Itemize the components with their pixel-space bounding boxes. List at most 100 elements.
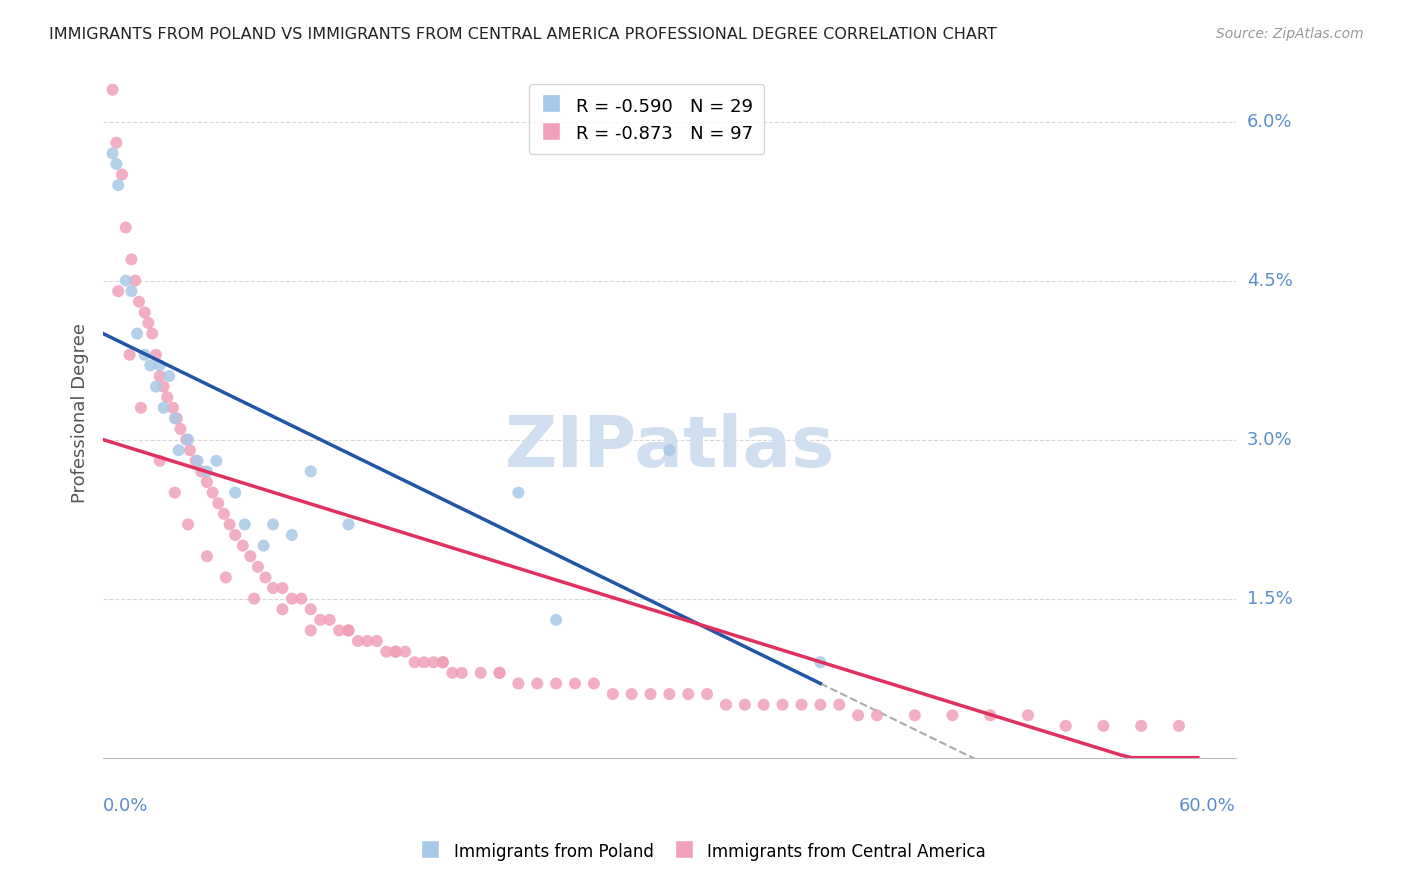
Point [413, 655, 436, 669]
Point [941, 708, 963, 723]
Point [714, 698, 737, 712]
Point [752, 698, 775, 712]
Point [107, 284, 129, 298]
Point [281, 528, 304, 542]
Point [1130, 719, 1153, 733]
Point [508, 676, 530, 690]
Text: Source: ZipAtlas.com: Source: ZipAtlas.com [1216, 27, 1364, 41]
Point [432, 655, 454, 669]
Point [299, 602, 322, 616]
Text: 4.5%: 4.5% [1247, 271, 1292, 290]
Point [120, 284, 142, 298]
Point [177, 517, 200, 532]
Point [163, 485, 186, 500]
Point [979, 708, 1001, 723]
Point [186, 454, 208, 468]
Point [808, 655, 831, 669]
Point [212, 507, 235, 521]
Point [207, 496, 229, 510]
Point [105, 136, 128, 150]
Point [169, 422, 191, 436]
Point [167, 443, 190, 458]
Point [1092, 719, 1115, 733]
Y-axis label: Professional Degree: Professional Degree [72, 323, 89, 503]
Point [233, 517, 256, 532]
Point [772, 698, 794, 712]
Point [422, 655, 444, 669]
Point [299, 624, 322, 638]
Point [149, 359, 172, 373]
Point [384, 645, 406, 659]
Point [156, 390, 179, 404]
Point [128, 294, 150, 309]
Point [134, 305, 156, 319]
Point [101, 146, 124, 161]
Point [149, 454, 172, 468]
Point [107, 178, 129, 193]
Point [271, 581, 294, 595]
Point [118, 348, 141, 362]
Point [166, 411, 188, 425]
Point [328, 624, 350, 638]
Point [394, 645, 416, 659]
Point [246, 559, 269, 574]
Point [262, 581, 284, 595]
Point [271, 602, 294, 616]
Point [195, 549, 218, 564]
Point [602, 687, 624, 701]
Point [174, 433, 197, 447]
Point [290, 591, 312, 606]
Point [224, 485, 246, 500]
Point [808, 698, 831, 712]
Point [309, 613, 332, 627]
Point [152, 401, 174, 415]
Point [195, 475, 218, 489]
Point [337, 517, 360, 532]
Point [470, 665, 492, 680]
Point [114, 220, 136, 235]
Point [262, 517, 284, 532]
Text: 0.0%: 0.0% [103, 797, 149, 814]
Point [141, 326, 163, 341]
Point [299, 464, 322, 478]
Point [215, 570, 238, 584]
Legend: R = -0.590   N = 29, R = -0.873   N = 97: R = -0.590 N = 29, R = -0.873 N = 97 [529, 85, 765, 154]
Point [224, 528, 246, 542]
Point [620, 687, 643, 701]
Legend: Immigrants from Poland, Immigrants from Central America: Immigrants from Poland, Immigrants from … [413, 835, 993, 868]
Point [564, 676, 586, 690]
Point [384, 645, 406, 659]
Point [450, 665, 472, 680]
Point [162, 401, 184, 415]
Point [124, 274, 146, 288]
Point [127, 326, 149, 341]
Point [114, 274, 136, 288]
Point [1168, 719, 1191, 733]
Point [828, 698, 851, 712]
Point [676, 687, 699, 701]
Point [1017, 708, 1039, 723]
Point [1054, 719, 1077, 733]
Point [218, 517, 240, 532]
Point [582, 676, 605, 690]
Point [337, 624, 360, 638]
Point [163, 411, 186, 425]
Point [190, 464, 212, 478]
Point [658, 687, 681, 701]
Point [375, 645, 398, 659]
Point [243, 591, 266, 606]
Point [904, 708, 927, 723]
Point [138, 316, 160, 330]
Point [347, 634, 370, 648]
Point [366, 634, 388, 648]
Point [232, 539, 254, 553]
Point [658, 443, 681, 458]
Text: ZIPatlas: ZIPatlas [505, 413, 834, 482]
Point [139, 359, 162, 373]
Point [179, 443, 201, 458]
Point [157, 369, 180, 384]
Point [318, 613, 340, 627]
Point [508, 485, 530, 500]
Point [120, 252, 142, 267]
Point [177, 433, 200, 447]
